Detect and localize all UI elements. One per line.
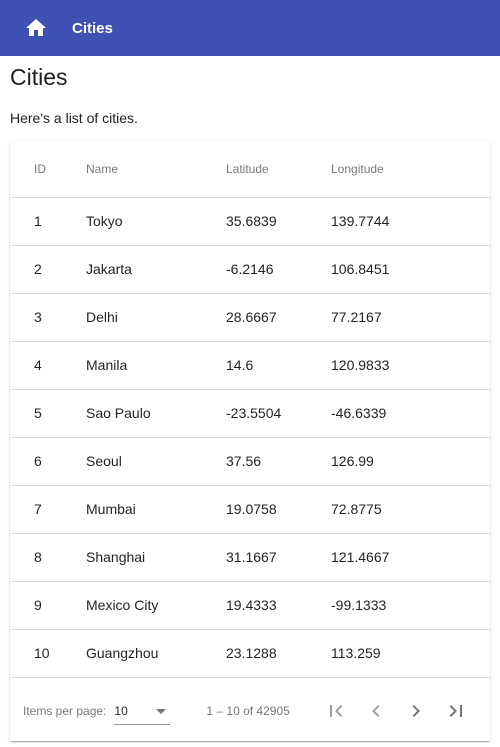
cell-id: 10	[10, 629, 86, 678]
cell-name: Jakarta	[86, 245, 226, 294]
table-row: 5 Sao Paulo -23.5504 -46.6339	[10, 389, 490, 438]
home-button[interactable]	[16, 8, 56, 48]
cell-latitude: 19.0758	[226, 485, 331, 534]
cell-name: Tokyo	[86, 197, 226, 246]
cell-latitude: 31.1667	[226, 533, 331, 582]
cell-name: Mexico City	[86, 581, 226, 630]
cell-latitude: 35.6839	[226, 197, 331, 246]
cities-table: ID Name Latitude Longitude 1 Tokyo 35.68…	[10, 141, 490, 678]
cell-name: Seoul	[86, 437, 226, 486]
cell-latitude: -23.5504	[226, 389, 331, 438]
cell-longitude: 126.99	[331, 437, 490, 486]
cell-longitude: 106.8451	[331, 245, 490, 294]
cell-id: 2	[10, 245, 86, 294]
cell-name: Delhi	[86, 293, 226, 342]
table-row: 9 Mexico City 19.4333 -99.1333	[10, 581, 490, 630]
last-page-button[interactable]	[436, 691, 476, 731]
cell-id: 7	[10, 485, 86, 534]
cell-longitude: 139.7744	[331, 197, 490, 246]
cell-longitude: 113.259	[331, 629, 490, 678]
table-row: 8 Shanghai 31.1667 121.4667	[10, 533, 490, 582]
cell-longitude: 72.8775	[331, 485, 490, 534]
table-header-row: ID Name Latitude Longitude	[10, 141, 490, 198]
table-row: 3 Delhi 28.6667 77.2167	[10, 293, 490, 342]
dropdown-arrow-icon	[156, 709, 167, 714]
cell-id: 6	[10, 437, 86, 486]
cell-name: Sao Paulo	[86, 389, 226, 438]
cell-longitude: 121.4667	[331, 533, 490, 582]
column-header-latitude: Latitude	[226, 141, 331, 198]
cell-id: 3	[10, 293, 86, 342]
first-page-icon	[329, 705, 343, 717]
table-row: 10 Guangzhou 23.1288 113.259	[10, 629, 490, 678]
items-per-page-value: 10	[114, 703, 128, 718]
cell-longitude: -46.6339	[331, 389, 490, 438]
cell-latitude: -6.2146	[226, 245, 331, 294]
cell-longitude: -99.1333	[331, 581, 490, 630]
table-row: 7 Mumbai 19.0758 72.8775	[10, 485, 490, 534]
top-toolbar: Cities	[0, 0, 500, 56]
toolbar-title: Cities	[72, 19, 113, 37]
cell-id: 1	[10, 197, 86, 246]
home-icon	[26, 19, 46, 36]
table-row: 6 Seoul 37.56 126.99	[10, 437, 490, 486]
next-page-button[interactable]	[396, 691, 436, 731]
column-header-name: Name	[86, 141, 226, 198]
cell-id: 9	[10, 581, 86, 630]
cell-name: Manila	[86, 341, 226, 390]
cell-latitude: 23.1288	[226, 629, 331, 678]
cell-longitude: 77.2167	[331, 293, 490, 342]
cell-name: Shanghai	[86, 533, 226, 582]
items-per-page-label: Items per page:	[23, 704, 107, 718]
previous-page-button[interactable]	[356, 691, 396, 731]
cities-table-card: ID Name Latitude Longitude 1 Tokyo 35.68…	[10, 141, 490, 741]
page-navigation	[316, 691, 476, 731]
column-header-id: ID	[10, 141, 86, 198]
cell-latitude: 37.56	[226, 437, 331, 486]
cell-id: 8	[10, 533, 86, 582]
table-row: 2 Jakarta -6.2146 106.8451	[10, 245, 490, 294]
chevron-right-icon	[412, 705, 420, 717]
cell-id: 4	[10, 341, 86, 390]
chevron-left-icon	[371, 705, 380, 717]
cell-name: Mumbai	[86, 485, 226, 534]
last-page-icon	[449, 705, 462, 717]
table-row: 4 Manila 14.6 120.9833	[10, 341, 490, 390]
page-intro: Here's a list of cities.	[10, 110, 138, 126]
cell-latitude: 28.6667	[226, 293, 331, 342]
cell-latitude: 19.4333	[226, 581, 331, 630]
cell-latitude: 14.6	[226, 341, 331, 390]
paginator: Items per page: 10 1 – 10 of 42905	[10, 683, 490, 739]
cell-id: 5	[10, 389, 86, 438]
table-row: 1 Tokyo 35.6839 139.7744	[10, 197, 490, 246]
column-header-longitude: Longitude	[331, 141, 490, 198]
cell-name: Guangzhou	[86, 629, 226, 678]
cell-longitude: 120.9833	[331, 341, 490, 390]
page-title: Cities	[10, 64, 68, 90]
range-label: 1 – 10 of 42905	[206, 704, 290, 718]
items-per-page-select[interactable]: 10	[114, 697, 171, 725]
first-page-button[interactable]	[316, 691, 356, 731]
